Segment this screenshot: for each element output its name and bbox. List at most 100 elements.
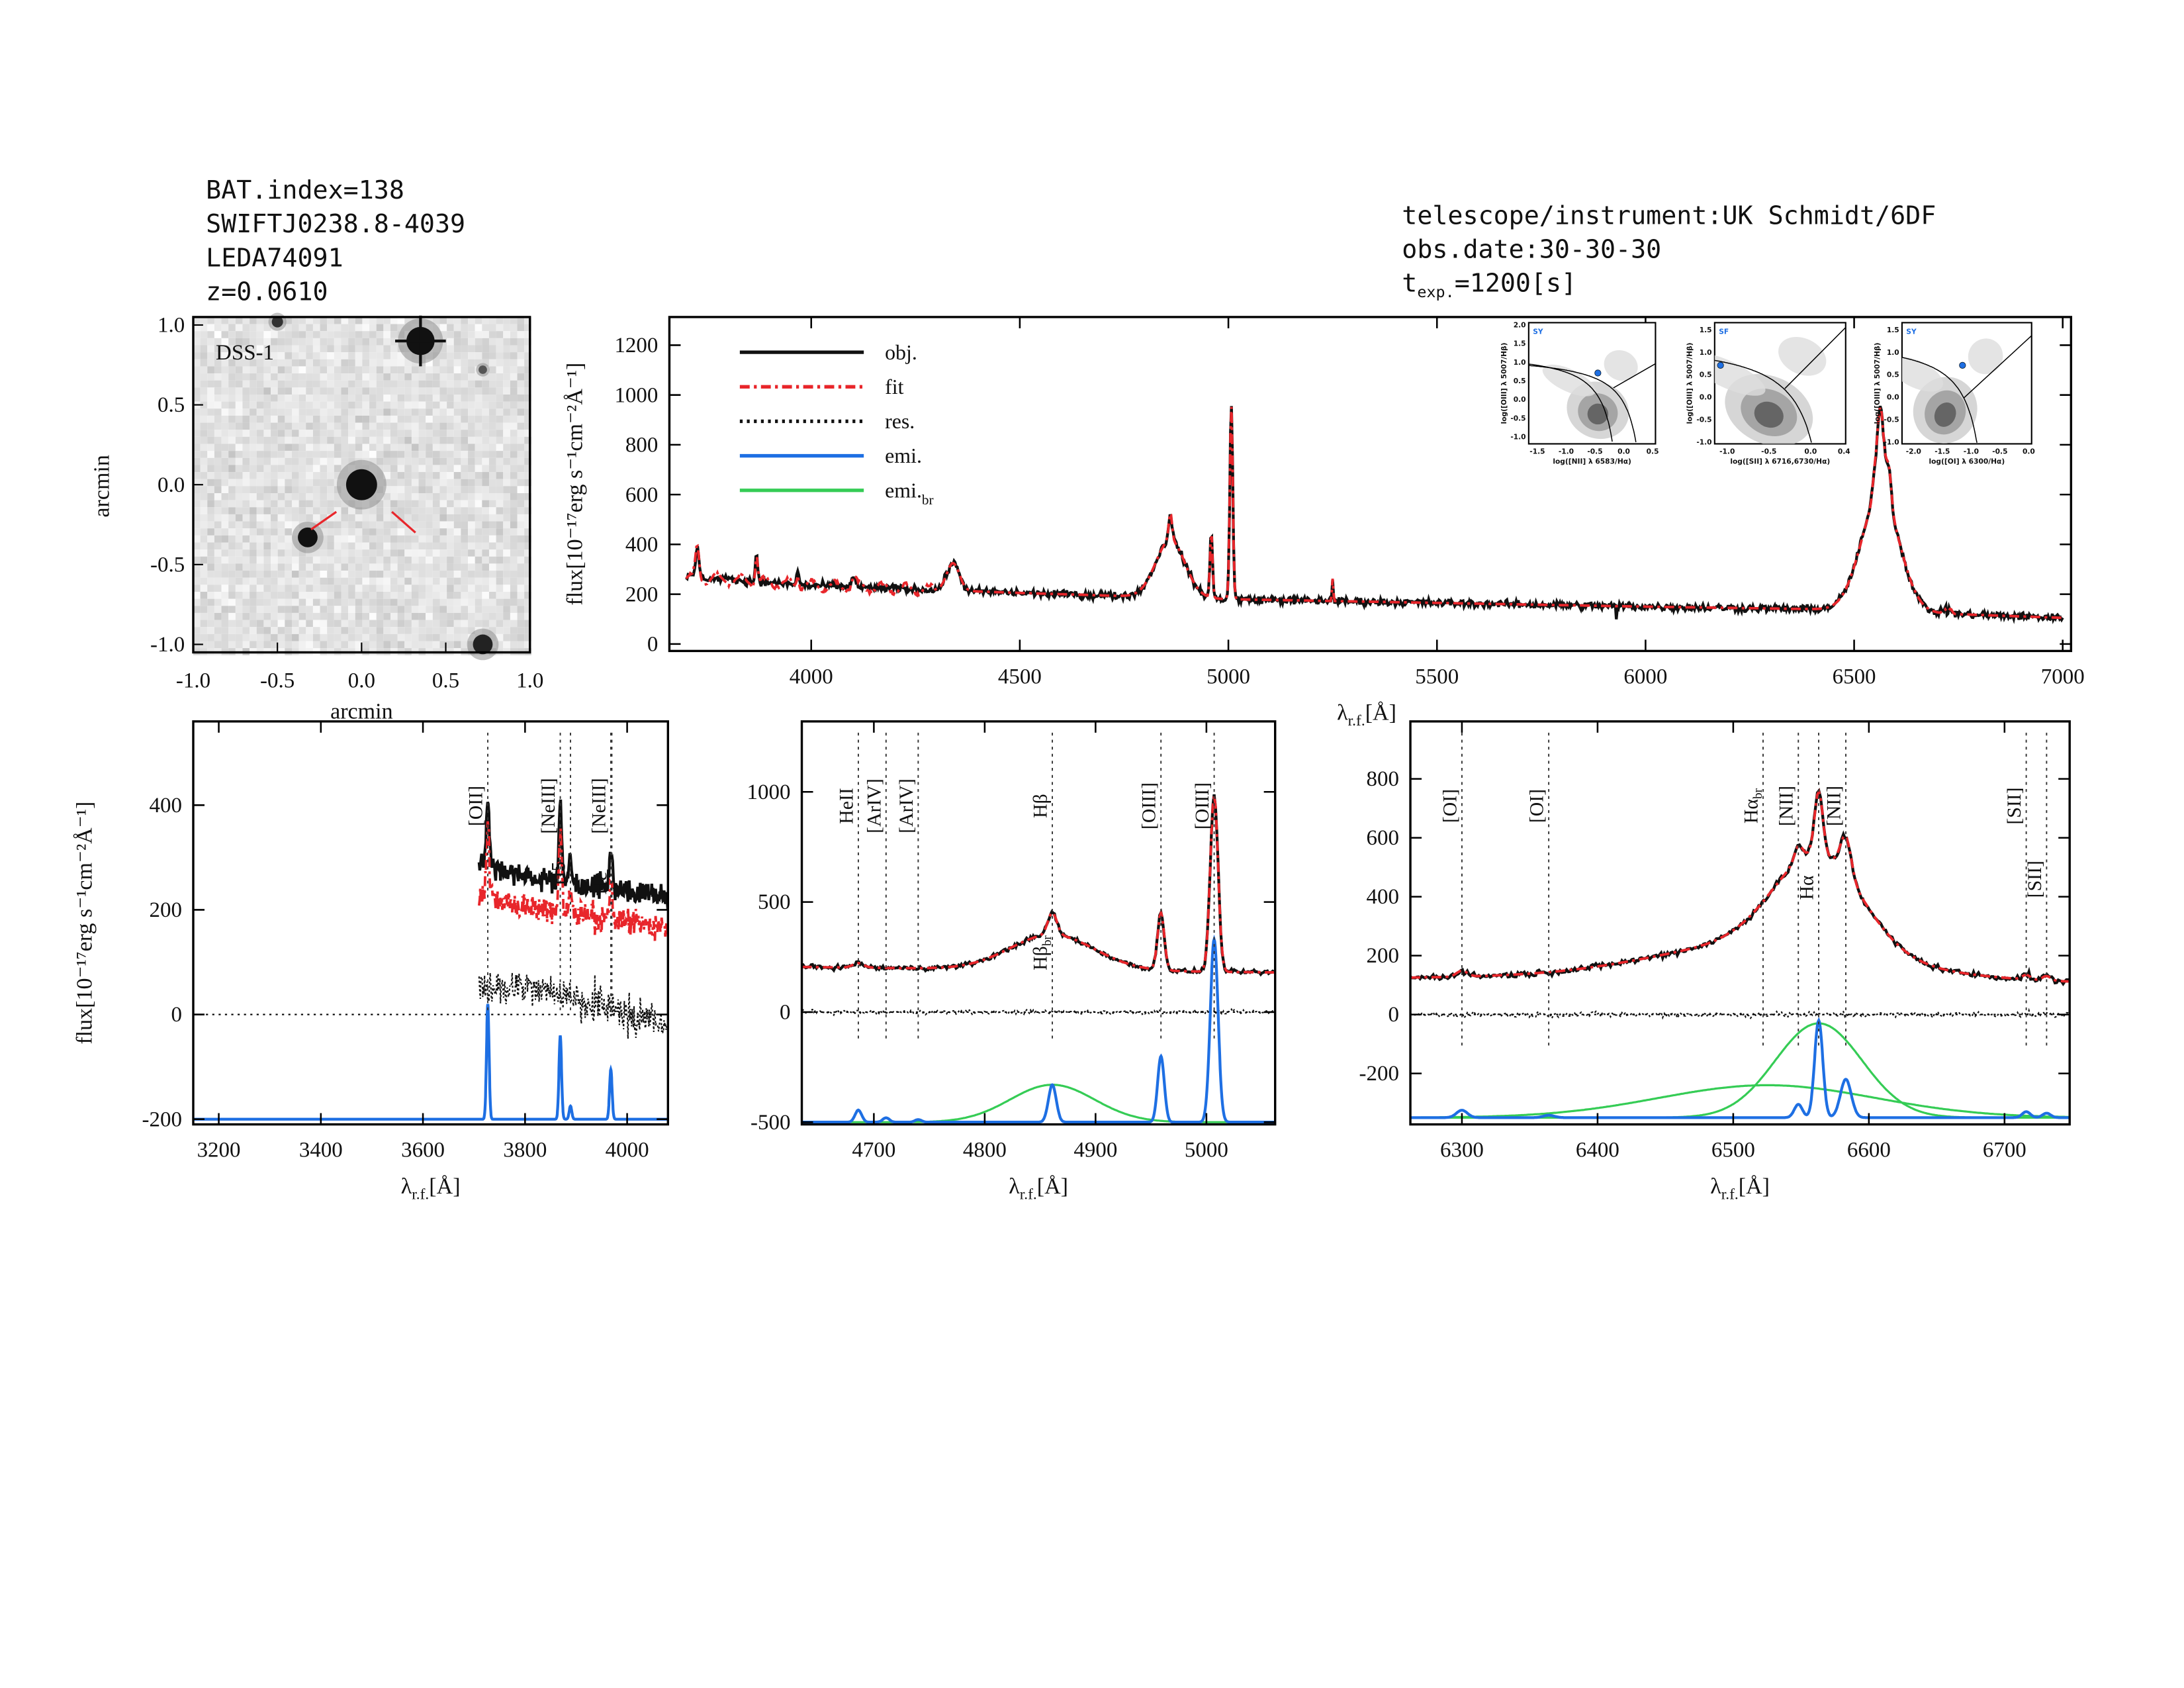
image-pixel — [221, 620, 229, 628]
image-pixel — [468, 331, 475, 338]
image-pixel — [447, 352, 454, 359]
image-pixel — [348, 436, 355, 444]
image-pixel — [510, 598, 518, 606]
image-pixel — [461, 507, 469, 514]
image-pixel — [439, 394, 447, 402]
image-pixel — [369, 444, 377, 451]
image-pixel — [327, 542, 334, 550]
image-pixel — [306, 373, 313, 381]
image-pixel — [517, 591, 525, 599]
observed-spectrum — [685, 405, 2064, 624]
image-pixel — [439, 591, 447, 599]
image-pixel — [524, 591, 531, 599]
image-pixel — [496, 542, 504, 550]
image-pixel — [193, 528, 201, 536]
image-pixel — [193, 359, 201, 367]
image-pixel — [242, 366, 250, 374]
image-pixel — [291, 366, 299, 374]
density-contour — [1754, 401, 1784, 428]
image-pixel — [250, 457, 257, 465]
image-pixel — [418, 366, 426, 374]
image-pixel — [355, 338, 363, 346]
image-pixel — [383, 359, 390, 367]
image-pixel — [418, 492, 426, 500]
image-pixel — [277, 457, 285, 465]
image-pixel — [447, 612, 454, 620]
image-pixel — [327, 366, 334, 374]
image-pixel — [439, 514, 447, 522]
image-pixel — [312, 408, 320, 416]
series-group — [685, 402, 2064, 624]
legend-label-emi: emi. — [885, 444, 922, 467]
image-pixel — [200, 563, 208, 571]
series-group — [193, 799, 668, 1121]
image-pixel — [439, 492, 447, 500]
image-pixel — [214, 563, 222, 571]
image-pixel — [193, 430, 201, 437]
image-pixel — [383, 633, 390, 641]
image-pixel — [271, 591, 278, 599]
image-pixel — [207, 324, 214, 332]
broad-emission-component — [1410, 1022, 2070, 1119]
image-pixel — [207, 345, 214, 353]
image-pixel — [397, 415, 405, 423]
image-pixel — [263, 324, 271, 332]
image-pixel — [461, 556, 469, 564]
image-pixel — [453, 444, 461, 451]
image-pixel — [242, 612, 250, 620]
image-pixel — [404, 394, 412, 402]
image-pixel — [348, 549, 355, 557]
image-pixel — [228, 598, 236, 606]
image-pixel — [482, 577, 489, 585]
image-pixel — [327, 598, 334, 606]
image-pixel — [461, 444, 469, 451]
image-pixel — [291, 457, 299, 465]
image-pixel — [517, 612, 525, 620]
image-pixel — [390, 352, 398, 359]
image-pixel — [207, 591, 214, 599]
image-pixel — [228, 514, 236, 522]
image-pixel — [200, 373, 208, 381]
image-pixel — [524, 451, 531, 458]
image-pixel — [355, 528, 363, 536]
image-pixel — [214, 606, 222, 613]
image-pixel — [488, 486, 496, 493]
image-pixel — [263, 401, 271, 409]
image-pixel — [503, 507, 510, 514]
image-pixel — [411, 380, 419, 388]
image-pixel — [369, 366, 377, 374]
seyfert-liner-line — [1613, 363, 1656, 389]
image-pixel — [235, 577, 243, 585]
image-pixel — [383, 627, 390, 634]
image-pixel — [250, 633, 257, 641]
y-tick-label: 400 — [149, 794, 181, 818]
image-pixel — [306, 415, 313, 423]
image-pixel — [235, 627, 243, 634]
image-pixel — [193, 585, 201, 592]
image-pixel — [503, 492, 510, 500]
y-tick-label: -1.0 — [150, 633, 185, 657]
plot-frame — [800, 720, 1277, 1126]
image-pixel — [327, 492, 334, 500]
image-pixel — [439, 563, 447, 571]
image-pixel — [320, 633, 328, 641]
image-pixel — [461, 338, 469, 346]
image-pixel — [439, 444, 447, 451]
image-pixel — [510, 535, 518, 543]
image-pixel — [426, 387, 433, 395]
image-pixel — [369, 373, 377, 381]
image-pixel — [453, 316, 461, 324]
image-pixel — [285, 324, 292, 332]
image-pixel — [327, 507, 334, 514]
image-pixel — [348, 387, 355, 395]
image-pixel — [383, 591, 390, 599]
image-pixel — [496, 514, 504, 522]
image-pixel — [263, 451, 271, 458]
image-pixel — [482, 316, 489, 324]
image-pixel — [341, 331, 349, 338]
image-pixel — [355, 549, 363, 557]
image-pixel — [235, 606, 243, 613]
image-pixel — [355, 521, 363, 529]
